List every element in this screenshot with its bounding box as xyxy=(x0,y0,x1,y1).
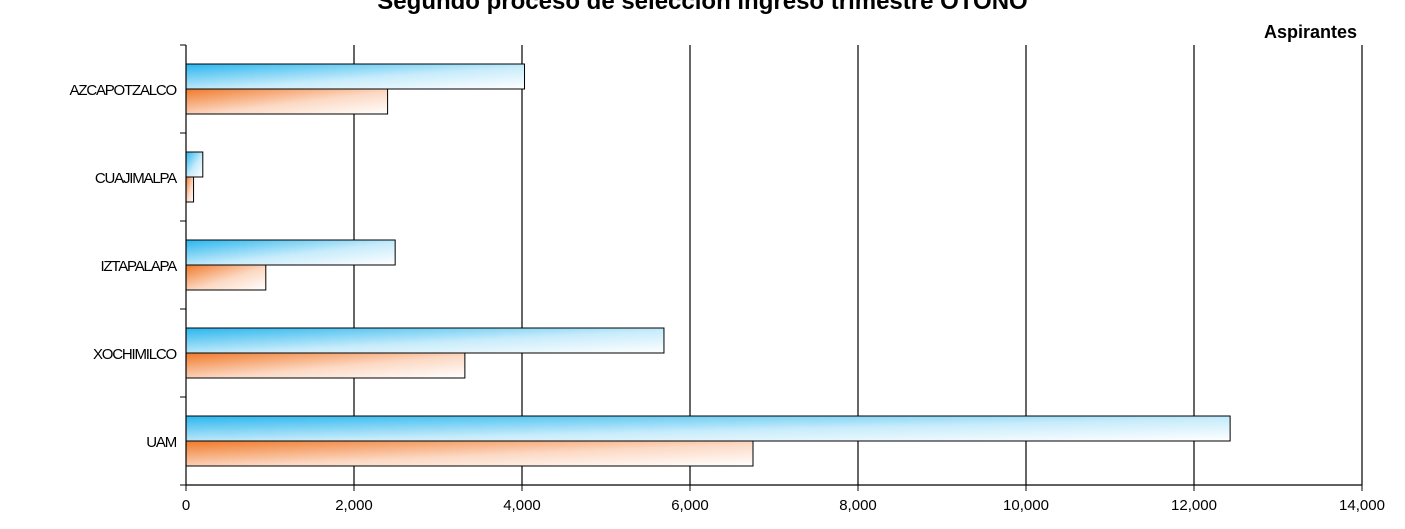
bar-xochimilco-series2 xyxy=(185,352,466,379)
bars xyxy=(185,63,1231,467)
x-tick-label: 4,000 xyxy=(503,497,541,514)
bar-uam-series2 xyxy=(185,440,754,467)
y-category-label: UAM xyxy=(146,434,176,451)
bar-cuajimalpa-series2 xyxy=(185,176,195,203)
x-tick-label: 8,000 xyxy=(839,497,877,514)
chart-title: Segundo proceso de selección ingreso tri… xyxy=(377,0,1028,15)
x-tick-label: 10,000 xyxy=(1003,497,1049,514)
bar-uam-series1 xyxy=(185,415,1231,442)
x-tick-label: 2,000 xyxy=(335,497,373,514)
grid-lines xyxy=(353,45,1363,485)
x-tick-label: 12,000 xyxy=(1171,497,1217,514)
y-category-label: CUAJIMALPA xyxy=(95,170,177,187)
axes: 0 2,000 4,000 6,000 8,000 10,000 12,000 14,000 A… xyxy=(70,44,1385,514)
y-category-label: XOCHIMILCO xyxy=(93,346,177,363)
x-tick-label: 0 xyxy=(182,497,190,514)
bar-cuajimalpa-series1 xyxy=(185,151,204,178)
y-category-label: IZTAPALAPA xyxy=(100,258,177,275)
x-tick-label: 14,000 xyxy=(1339,497,1385,514)
x-tick-label: 6,000 xyxy=(671,497,709,514)
y-category-label: AZCAPOTZALCO xyxy=(70,82,177,99)
bar-azcapotzalco-series1 xyxy=(185,63,526,90)
bar-iztapalapa-series1 xyxy=(185,239,396,266)
unit-label: Aspirantes xyxy=(1263,22,1357,42)
bar-xochimilco-series1 xyxy=(185,327,665,354)
bar-iztapalapa-series2 xyxy=(185,264,267,291)
bar-azcapotzalco-series2 xyxy=(185,88,389,115)
